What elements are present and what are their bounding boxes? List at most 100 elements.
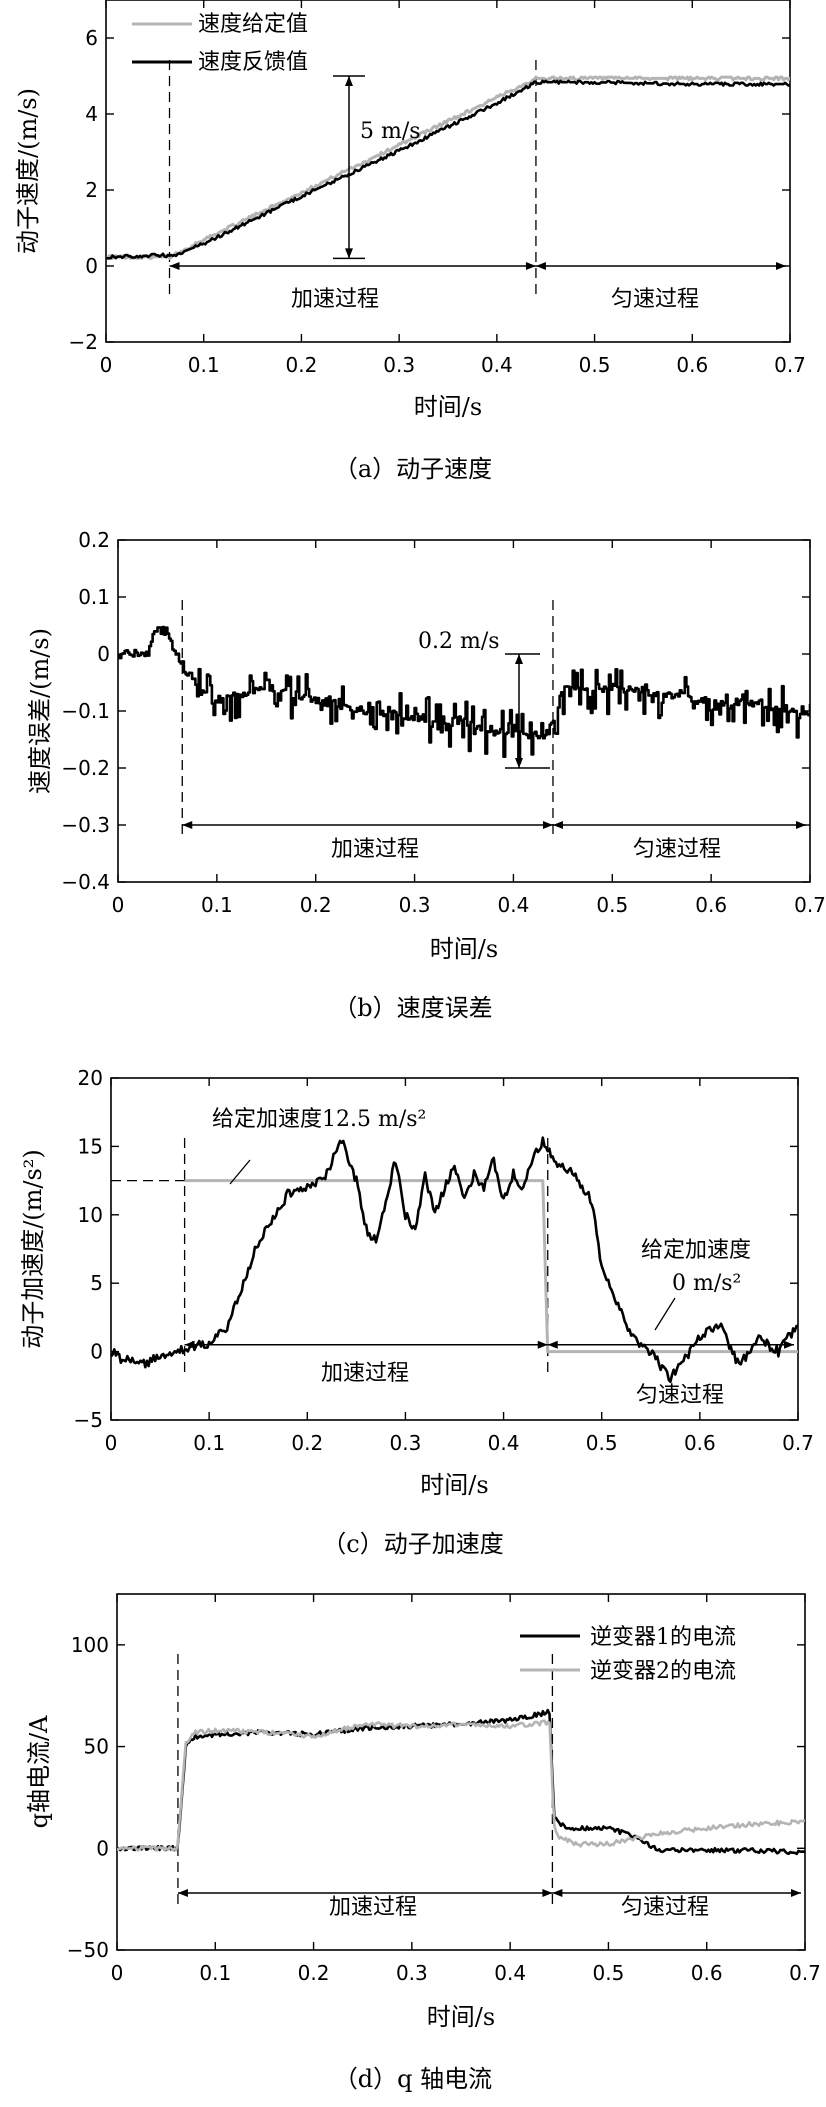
chart-a: 0 0.1 0.2 0.3 0.4 0.5 0.6 0.7−20246时间/s动子速度/(m/… (14, 0, 806, 483)
x-tick-label-d: 0.6 (691, 1961, 723, 1985)
x-tick-label-c: 0.4 (488, 1431, 520, 1455)
x-tick-label-d: 0.1 (199, 1961, 231, 1985)
x-tick-label-b: 0.1 (201, 893, 233, 917)
y-axis-label-a: 动子速度/(m/s) (14, 88, 42, 254)
x-tick-label-b: 0.2 (300, 893, 332, 917)
phase-label-accel: 加速过程 (329, 1895, 417, 1920)
x-tick-label-d: 0 (111, 1961, 124, 1985)
caption-c: （c）动子加速度 (322, 1530, 503, 1558)
y-tick-label-b: −0.2 (61, 756, 110, 780)
x-tick-label-a: 0.1 (188, 353, 220, 377)
x-tick-label-b: 0.3 (399, 893, 431, 917)
ref-accel-leader (229, 1159, 251, 1185)
x-tick-label-c: 0.6 (684, 1431, 716, 1455)
plot-frame-c (110, 1077, 799, 1421)
series-group-c (111, 1136, 798, 1384)
ref-zero-label: 给定加速度 (641, 1238, 751, 1263)
y-axis-label-d: q轴电流/A (25, 1715, 53, 1828)
phase-arrow-accel-head-left (182, 821, 193, 829)
x-tick-label-d: 0.3 (396, 1961, 428, 1985)
y-axis-label-c: 动子加速度/(m/s²) (19, 1149, 47, 1349)
x-axis-label-a: 时间/s (414, 393, 482, 421)
phase-arrow-const-head-left (535, 262, 546, 270)
phase-label-accel: 加速过程 (331, 837, 419, 862)
y-tick-label-a: −2 (69, 330, 98, 354)
x-tick-label-d: 0.7 (789, 1961, 821, 1985)
x-tick-label-d: 0.5 (593, 1961, 625, 1985)
span-arrow-head-bottom (345, 248, 353, 259)
legend-label-inverter1: 逆变器1的电流 (590, 1625, 736, 1650)
y-tick-label-a: 2 (85, 178, 98, 202)
phase-label-accel: 加速过程 (321, 1361, 409, 1386)
x-tick-label-b: 0.5 (596, 893, 628, 917)
x-tick-label-a: 0.2 (286, 353, 318, 377)
y-tick-label-b: 0.1 (78, 585, 110, 609)
x-tick-label-d: 0.4 (494, 1961, 526, 1985)
x-tick-label-a: 0.3 (383, 353, 415, 377)
phase-arrow-const-head-right (776, 262, 786, 270)
y-tick-label-c: 10 (78, 1203, 103, 1227)
series-line-a-1 (106, 79, 790, 260)
phase-arrow-accel-head-right (537, 1340, 548, 1349)
series-line-d-1 (117, 1719, 805, 1852)
y-tick-label-b: −0.3 (61, 813, 110, 837)
x-tick-label-b: 0.6 (695, 893, 727, 917)
ref-accel-label: 给定加速度12.5 m/s² (212, 1107, 426, 1132)
x-tick-label-a: 0 (100, 353, 113, 377)
phase-arrow-accel-head-left (169, 262, 180, 270)
phase-arrow-accel-head-left (177, 1889, 188, 1898)
plot-frame-a (105, 0, 791, 343)
y-tick-label-a: 0 (85, 254, 98, 278)
phase-label-const: 匀速过程 (611, 287, 699, 312)
series-group-d (117, 1708, 805, 1856)
span-arrow-head-bottom (515, 758, 523, 768)
legend-label-inverter2: 逆变器2的电流 (590, 1659, 736, 1684)
phase-label-accel: 加速过程 (291, 287, 379, 312)
x-tick-label-a: 0.4 (481, 353, 513, 377)
span-label: 0.2 m/s (418, 629, 500, 654)
x-tick-label-c: 0.2 (291, 1431, 323, 1455)
phase-arrow-const-head-right (784, 1340, 794, 1349)
chart-d: 0 0.1 0.2 0.3 0.4 0.5 0.6 0.7−50050100时间/sq轴电流/… (25, 1593, 821, 2093)
x-tick-label-a: 0.6 (676, 353, 708, 377)
x-tick-label-d: 0.2 (298, 1961, 330, 1985)
y-tick-label-c: 5 (90, 1271, 103, 1295)
chart-c: 0 0.1 0.2 0.3 0.4 0.5 0.6 0.7−505101520时间/s动子加速… (19, 1066, 814, 1558)
phase-arrow-const-head-right (791, 1889, 801, 1898)
x-tick-label-c: 0.5 (586, 1431, 618, 1455)
x-axis-label-d: 时间/s (427, 2003, 495, 2031)
caption-a: （a）动子速度 (334, 455, 492, 483)
phase-label-const: 匀速过程 (636, 1383, 724, 1408)
y-tick-label-a: 4 (85, 102, 98, 126)
x-tick-label-b: 0.4 (498, 893, 530, 917)
chart-b: 0 0.1 0.2 0.3 0.4 0.5 0.6 0.7 −0.4 −0.3 −0.2 −0.1 0 0… (26, 528, 826, 1022)
x-tick-label-c: 0.1 (193, 1431, 225, 1455)
y-tick-label-b: 0 (97, 642, 110, 666)
phase-arrow-const-head-right (796, 821, 806, 829)
legend-label-setpoint: 速度给定值 (198, 12, 308, 37)
series-line-c-1 (111, 1136, 798, 1384)
y-tick-label-d: −50 (67, 1938, 109, 1962)
phase-arrow-accel-head-right (525, 262, 536, 270)
legend-label-feedback: 速度反馈值 (198, 50, 308, 75)
y-tick-label-b: −0.4 (61, 870, 110, 894)
phase-arrow-accel-head-left (184, 1340, 195, 1349)
y-axis-label-b: 速度误差/(m/s) (26, 628, 54, 794)
x-tick-label-a: 0.5 (579, 353, 611, 377)
y-tick-label-b: 0.2 (78, 528, 110, 552)
phase-arrow-const-head-left (552, 1889, 563, 1898)
phase-label-const: 匀速过程 (621, 1895, 709, 1920)
y-tick-label-d: 100 (71, 1633, 109, 1657)
span-label: 5 m/s (360, 119, 421, 144)
series-line-c-0 (184, 1179, 798, 1354)
phase-arrow-const-head-left (552, 821, 563, 829)
phase-arrow-const-head-left (547, 1340, 558, 1349)
x-tick-label-c: 0.7 (782, 1431, 814, 1455)
x-tick-label-b: 0.7 (794, 893, 826, 917)
span-arrow-head-top (515, 654, 523, 664)
y-tick-label-d: 50 (84, 1735, 109, 1759)
series-line-a-0 (106, 75, 790, 260)
phase-arrow-accel-head-right (542, 821, 553, 829)
